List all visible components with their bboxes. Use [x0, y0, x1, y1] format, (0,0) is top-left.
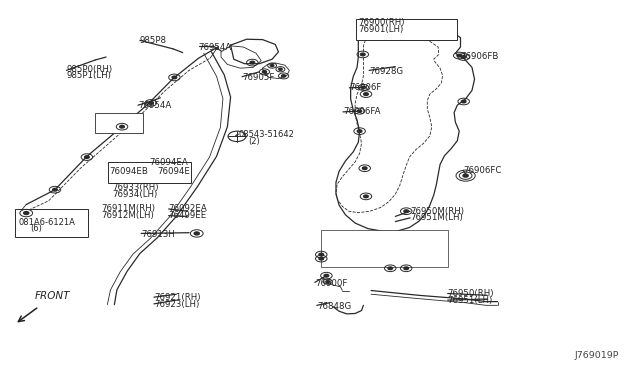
- Circle shape: [326, 280, 330, 283]
- Circle shape: [362, 86, 365, 89]
- Circle shape: [364, 195, 368, 198]
- Text: 76900(RH): 76900(RH): [358, 19, 405, 28]
- Circle shape: [270, 64, 274, 67]
- Circle shape: [457, 54, 461, 57]
- Text: (2): (2): [248, 137, 260, 146]
- Bar: [95, 113, 143, 134]
- Circle shape: [404, 267, 408, 270]
- Text: 08543-51642: 08543-51642: [238, 130, 294, 140]
- Text: 76911M(RH): 76911M(RH): [102, 205, 156, 214]
- Text: 76921(RH): 76921(RH): [154, 294, 200, 302]
- Text: 985P0(RH): 985P0(RH): [67, 65, 113, 74]
- Circle shape: [148, 102, 153, 104]
- Text: 76913H: 76913H: [141, 230, 175, 239]
- Text: 081A6-6121A: 081A6-6121A: [19, 218, 76, 227]
- Circle shape: [24, 212, 29, 215]
- Bar: [321, 231, 448, 267]
- Text: 76906FA: 76906FA: [343, 108, 381, 116]
- Circle shape: [319, 253, 324, 256]
- Text: 76094E: 76094E: [157, 167, 190, 176]
- Circle shape: [362, 167, 367, 170]
- Text: 76951(LH): 76951(LH): [448, 296, 493, 305]
- Bar: [356, 19, 458, 39]
- Text: 76951M(LH): 76951M(LH): [410, 214, 463, 222]
- Circle shape: [319, 257, 324, 260]
- Text: 76848G: 76848G: [317, 302, 351, 311]
- Circle shape: [324, 275, 329, 277]
- Text: 76912M(LH): 76912M(LH): [102, 211, 154, 220]
- Circle shape: [388, 267, 392, 270]
- Text: 76905F: 76905F: [242, 73, 275, 82]
- Circle shape: [52, 188, 57, 191]
- Circle shape: [463, 174, 468, 177]
- Text: 76923(LH): 76923(LH): [154, 300, 199, 309]
- Text: 76499EE: 76499EE: [169, 211, 207, 220]
- Text: 76094EB: 76094EB: [109, 167, 148, 176]
- Text: 76954A: 76954A: [138, 101, 172, 110]
- Text: 76906FB: 76906FB: [461, 52, 499, 61]
- Text: 76094EA: 76094EA: [150, 158, 188, 167]
- Text: 76934(LH): 76934(LH): [113, 190, 157, 199]
- Text: 76901(LH): 76901(LH): [358, 25, 404, 34]
- Bar: [108, 161, 191, 183]
- Text: 985P8: 985P8: [140, 36, 167, 45]
- Text: 76906F: 76906F: [349, 83, 381, 92]
- Circle shape: [364, 93, 368, 96]
- Circle shape: [84, 156, 89, 158]
- Text: 76900F: 76900F: [315, 279, 348, 288]
- Bar: [15, 209, 88, 237]
- Text: 76933(RH): 76933(RH): [113, 183, 159, 192]
- Text: 76906FC: 76906FC: [463, 166, 501, 175]
- Circle shape: [404, 210, 408, 212]
- Circle shape: [250, 61, 255, 64]
- Circle shape: [282, 75, 285, 77]
- Circle shape: [120, 125, 124, 128]
- Circle shape: [194, 232, 199, 235]
- Circle shape: [172, 76, 177, 79]
- Circle shape: [262, 71, 266, 73]
- Text: 76950M(RH): 76950M(RH): [410, 207, 464, 216]
- Circle shape: [461, 56, 466, 58]
- Text: 76928G: 76928G: [369, 67, 403, 76]
- Circle shape: [357, 130, 362, 132]
- Text: 76954A: 76954A: [198, 42, 232, 51]
- Text: J769019P: J769019P: [574, 351, 619, 360]
- Circle shape: [360, 53, 365, 56]
- Text: 76092EA: 76092EA: [169, 205, 207, 214]
- Text: FRONT: FRONT: [35, 291, 70, 301]
- Circle shape: [358, 110, 362, 112]
- Circle shape: [461, 100, 466, 103]
- Text: (6): (6): [30, 224, 42, 233]
- Text: 76950(RH): 76950(RH): [448, 289, 494, 298]
- Circle shape: [278, 68, 282, 70]
- Text: 985P1(LH): 985P1(LH): [67, 71, 111, 80]
